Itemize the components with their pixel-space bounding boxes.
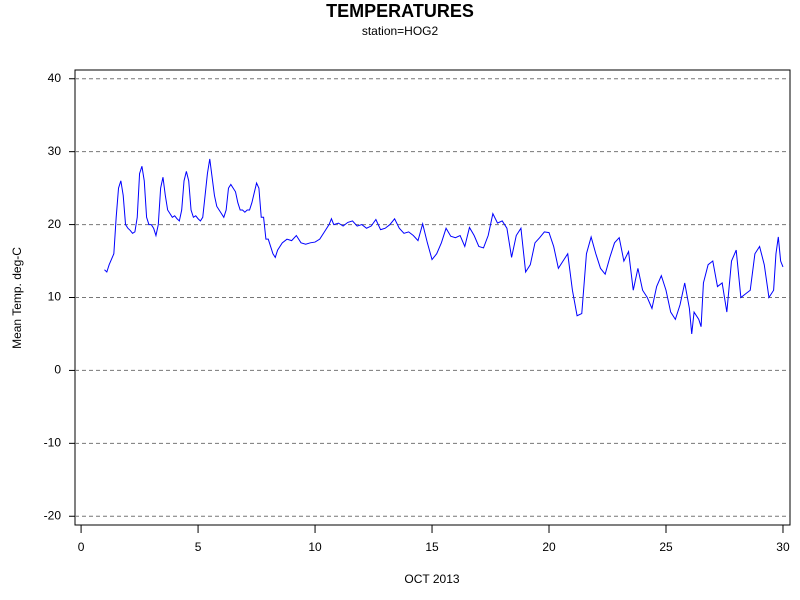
x-tick-label: 0 [78,540,85,554]
y-tick-label: 20 [48,217,62,231]
y-tick-label: -20 [44,508,62,522]
y-tick-label: 0 [54,363,61,377]
y-axis-label: Mean Temp. deg-C [10,247,24,349]
y-tick-label: 40 [48,71,62,85]
x-axis-label: OCT 2013 [404,572,459,586]
x-tick-label: 5 [195,540,202,554]
x-tick-label: 10 [308,540,322,554]
line [104,158,784,335]
y-tick-label: 10 [48,290,62,304]
chart-title: TEMPERATURES [326,1,474,21]
x-tick-label: 25 [659,540,673,554]
x-tick-label: 15 [425,540,439,554]
x-tick-label: 20 [542,540,556,554]
y-tick-label: -10 [44,436,62,450]
x-tick-label: 30 [776,540,790,554]
chart-subtitle: station=HOG2 [362,24,439,38]
y-tick-label: 30 [48,144,62,158]
